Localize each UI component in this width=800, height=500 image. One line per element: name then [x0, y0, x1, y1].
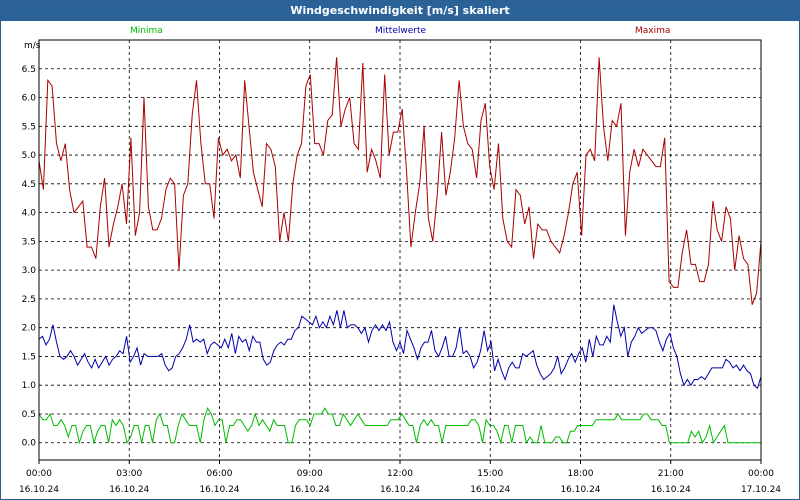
x-tick-time: 12:00: [387, 469, 413, 479]
legend-mittelwerte: Mittelwerte: [375, 26, 426, 36]
y-axis-label: m/s: [24, 41, 41, 51]
minima-line: [38, 407, 761, 445]
y-tick-label: 3.5: [22, 237, 36, 247]
y-tick-label: 1.0: [22, 381, 37, 391]
y-tick-label: 1.5: [22, 352, 36, 362]
x-tick-date: 16.10.24: [560, 485, 600, 495]
y-tick-label: 4.0: [22, 209, 37, 219]
x-tick-date: 16.10.24: [199, 485, 239, 495]
x-tick-date: 16.10.24: [380, 485, 420, 495]
x-tick-date: 17.10.24: [741, 485, 781, 495]
y-tick-label: 2.5: [22, 295, 36, 305]
plot-border: [38, 39, 762, 461]
series-lines: [38, 57, 762, 445]
x-tick-time: 06:00: [207, 469, 233, 479]
x-tick-date: 16.10.24: [290, 485, 330, 495]
x-tick-time: 09:00: [297, 469, 323, 479]
legend-maxima: Maxima: [635, 26, 670, 36]
x-tick-time: 21:00: [658, 469, 684, 479]
maxima-line: [38, 57, 762, 305]
x-tick-time: 00:00: [26, 469, 52, 479]
x-tick-time: 00:00: [748, 469, 774, 479]
x-tick-date: 16.10.24: [651, 485, 691, 495]
y-tick-label: 6.5: [22, 65, 36, 75]
y-tick-label: 4.5: [22, 180, 36, 190]
mittelwerte-line: [38, 304, 762, 389]
y-tick-label: 5.5: [22, 122, 36, 132]
x-tick-time: 03:00: [116, 469, 142, 479]
grid: [38, 40, 762, 464]
y-tick-label: 2.0: [22, 324, 37, 334]
x-tick-labels: 00:00 16.10.24 03:00 16.10.24 06:00 16.10.24 0…: [19, 469, 781, 495]
x-tick-time: 18:00: [568, 469, 594, 479]
x-tick-date: 16.10.24: [109, 485, 149, 495]
y-tick-label: 6.0: [22, 94, 37, 104]
y-tick-label: 0.5: [22, 410, 36, 420]
legend-minima: Minima: [130, 26, 163, 36]
y-tick-label: 5.0: [22, 151, 37, 161]
x-tick-time: 15:00: [477, 469, 503, 479]
y-tick-label: 0.0: [22, 439, 37, 449]
x-tick-date: 16.10.24: [19, 485, 59, 495]
chart-title: Windgeschwindigkeit [m/s] skaliert: [1, 1, 799, 21]
x-tick-date: 16.10.24: [470, 485, 510, 495]
y-tick-labels: 0.0 0.5 1.0 1.5 2.0 2.5 3.0 3.5 4.0 4.5 5.0 5.5 6.0 6…: [22, 65, 37, 449]
y-tick-label: 3.0: [22, 266, 37, 276]
